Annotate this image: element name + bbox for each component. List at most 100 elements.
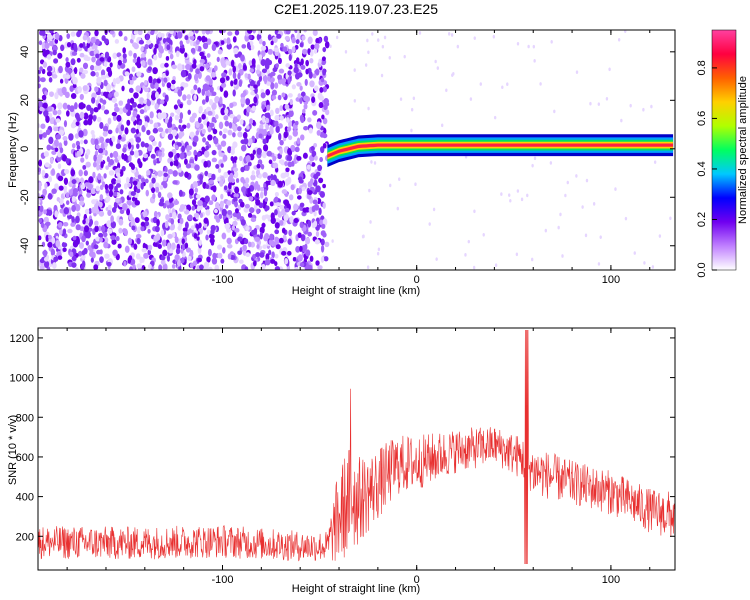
heatmap-cell (313, 85, 319, 92)
heatmap-cell (302, 152, 308, 159)
heatmap-cell (136, 143, 140, 150)
heatmap-cell (208, 179, 214, 185)
heatmap-cell (308, 71, 313, 79)
heatmap-cell (140, 46, 144, 52)
heatmap-cell (269, 201, 274, 207)
heatmap-cell (90, 187, 96, 195)
heatmap-cell (301, 186, 306, 191)
heatmap-cell (75, 267, 79, 270)
heatmap-cell (274, 229, 280, 235)
heatmap-cell (288, 194, 294, 201)
heatmap-cell (126, 119, 131, 126)
snr-y-axis-label: SNR (10 * v/v) (7, 415, 19, 485)
heatmap-cell (38, 75, 41, 83)
heatmap-cell (148, 75, 153, 84)
heatmap-cell (288, 135, 293, 141)
heatmap-cell (109, 30, 115, 35)
heatmap-cell (102, 130, 108, 137)
heatmap-cell (61, 242, 68, 248)
heatmap-cell (272, 67, 278, 73)
heatmap-cell (199, 66, 205, 72)
heatmap-cell (296, 155, 302, 161)
heatmap-cell (539, 82, 542, 86)
heatmap-cell (287, 161, 293, 168)
heatmap-cell (229, 172, 234, 180)
heatmap-cell (54, 32, 60, 40)
heatmap-cell (56, 197, 61, 202)
heatmap-cell (67, 228, 73, 234)
heatmap-cell (88, 221, 92, 227)
heatmap-cell (92, 115, 97, 122)
heatmap-cell (643, 261, 646, 265)
heatmap-cell (124, 245, 130, 253)
heatmap-cell (255, 69, 261, 75)
heatmap-cell (181, 145, 186, 153)
heatmap-cell (479, 82, 482, 86)
heatmap-cell (297, 254, 303, 262)
heatmap-cell (156, 219, 160, 227)
heatmap-cell (41, 41, 46, 50)
heatmap-cell (220, 163, 224, 168)
heatmap-cell (53, 126, 59, 132)
heatmap-cell (40, 222, 45, 229)
heatmap-cell (274, 120, 279, 127)
heatmap-cell (65, 57, 69, 63)
heatmap-cell (175, 50, 180, 58)
heatmap-cell (83, 119, 89, 126)
heatmap-cell (159, 63, 166, 69)
heatmap-cell (177, 63, 183, 71)
heatmap-cell (283, 199, 290, 206)
heatmap-cell (141, 60, 146, 67)
heatmap-cell (278, 219, 284, 226)
heatmap-cell (171, 129, 178, 137)
heatmap-cell (293, 66, 299, 74)
heatmap-cell (44, 182, 48, 189)
heatmap-cell (150, 98, 155, 106)
heatmap-cell (83, 139, 88, 145)
heatmap-cell (162, 263, 168, 270)
heatmap-cell (605, 96, 609, 101)
heatmap-cell (190, 47, 196, 54)
heatmap-cell (550, 40, 553, 44)
heatmap-cell (206, 53, 211, 58)
heatmap-cell (74, 67, 78, 75)
heatmap-cell (160, 229, 165, 237)
heatmap-cell (42, 188, 47, 196)
heatmap-cell (206, 256, 211, 263)
heatmap-cell (220, 107, 226, 116)
heatmap-cell (315, 230, 320, 237)
heatmap-cell (280, 160, 285, 166)
heatmap-cell (88, 208, 92, 215)
heatmap-cell (205, 95, 209, 103)
heatmap-cell (52, 110, 58, 116)
heatmap-cell (250, 44, 255, 51)
y-tick-label: 40 (19, 46, 31, 58)
heatmap-cell (544, 228, 548, 233)
heatmap-cell (123, 183, 128, 190)
heatmap-cell (176, 259, 181, 267)
y-tick-label: 20 (19, 94, 31, 106)
heatmap-cell (65, 61, 71, 68)
heatmap-cell (107, 204, 112, 211)
heatmap-cell (43, 216, 49, 224)
heatmap-cell (482, 233, 485, 237)
snr-x-axis-label: Height of straight line (km) (292, 583, 420, 595)
heatmap-cell (62, 136, 68, 141)
heatmap-cell (104, 183, 109, 191)
heatmap-cell (41, 30, 46, 37)
heatmap-cell (159, 184, 164, 190)
heatmap-cell (110, 215, 114, 223)
heatmap-cell (278, 133, 282, 141)
heatmap-cell (323, 256, 329, 262)
heatmap-cell (163, 77, 168, 83)
heatmap-cell (135, 188, 141, 194)
heatmap-cell (115, 77, 121, 85)
heatmap-cell (213, 65, 218, 72)
heatmap-cell (262, 171, 268, 179)
y-tick-label: 600 (16, 452, 34, 464)
heatmap-cell (136, 226, 141, 234)
heatmap-cell (172, 75, 176, 82)
heatmap-cell (303, 103, 308, 110)
heatmap-cell (205, 75, 211, 82)
heatmap-cell (149, 119, 154, 125)
